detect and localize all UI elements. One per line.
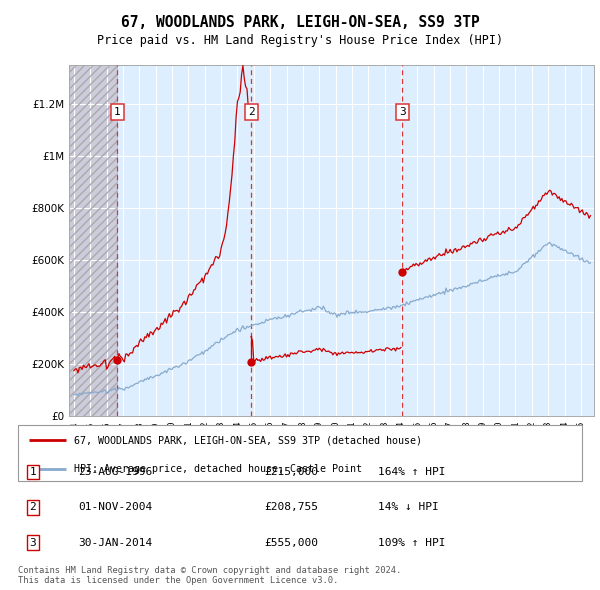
- Text: 3: 3: [399, 107, 406, 117]
- Text: 01-NOV-2004: 01-NOV-2004: [78, 503, 152, 512]
- Text: 3: 3: [29, 538, 37, 548]
- Text: Price paid vs. HM Land Registry's House Price Index (HPI): Price paid vs. HM Land Registry's House …: [97, 34, 503, 47]
- Text: 67, WOODLANDS PARK, LEIGH-ON-SEA, SS9 3TP: 67, WOODLANDS PARK, LEIGH-ON-SEA, SS9 3T…: [121, 15, 479, 30]
- Text: 30-JAN-2014: 30-JAN-2014: [78, 538, 152, 548]
- Text: 14% ↓ HPI: 14% ↓ HPI: [378, 503, 439, 512]
- Text: 2: 2: [29, 503, 37, 512]
- Text: Contains HM Land Registry data © Crown copyright and database right 2024.
This d: Contains HM Land Registry data © Crown c…: [18, 566, 401, 585]
- Text: 164% ↑ HPI: 164% ↑ HPI: [378, 467, 445, 477]
- FancyBboxPatch shape: [18, 425, 582, 481]
- Text: 109% ↑ HPI: 109% ↑ HPI: [378, 538, 445, 548]
- Text: 1: 1: [114, 107, 121, 117]
- Bar: [69, 65, 117, 416]
- Text: 1: 1: [29, 467, 37, 477]
- Text: 23-AUG-1996: 23-AUG-1996: [78, 467, 152, 477]
- Text: £208,755: £208,755: [264, 503, 318, 512]
- Text: £215,000: £215,000: [264, 467, 318, 477]
- Text: 67, WOODLANDS PARK, LEIGH-ON-SEA, SS9 3TP (detached house): 67, WOODLANDS PARK, LEIGH-ON-SEA, SS9 3T…: [74, 435, 422, 445]
- Text: HPI: Average price, detached house, Castle Point: HPI: Average price, detached house, Cast…: [74, 464, 362, 474]
- Text: £555,000: £555,000: [264, 538, 318, 548]
- Bar: [69, 65, 117, 416]
- Text: 2: 2: [248, 107, 254, 117]
